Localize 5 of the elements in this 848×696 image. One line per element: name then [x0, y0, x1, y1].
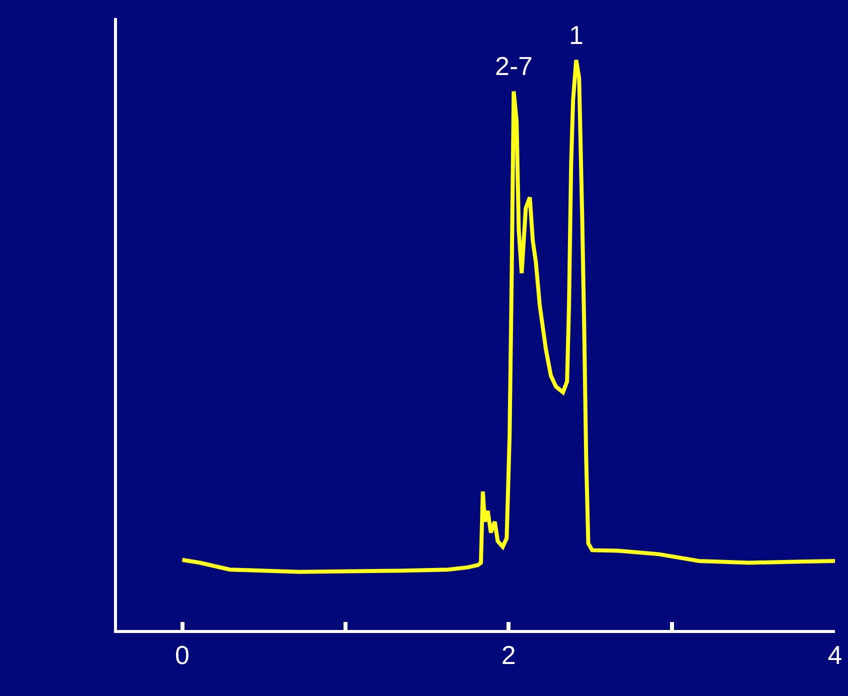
- x-tick-label: 4: [828, 640, 842, 670]
- annotation: 2-7: [495, 51, 533, 81]
- x-tick-label: 0: [175, 640, 190, 670]
- x-tick-label: 2: [501, 640, 516, 670]
- annotation: 1: [569, 20, 584, 50]
